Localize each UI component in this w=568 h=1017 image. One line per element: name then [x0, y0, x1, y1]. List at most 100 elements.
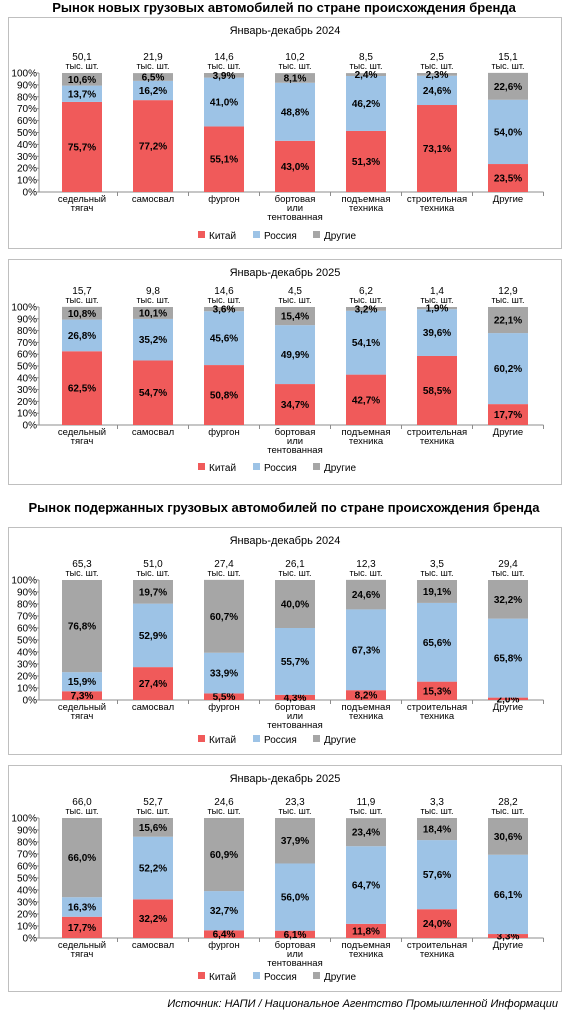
bar-segment	[275, 628, 315, 695]
data-label: 24,6%	[423, 86, 451, 97]
total-label: 4,5	[288, 286, 302, 297]
total-label: 50,1	[72, 52, 92, 63]
data-label: 42,7%	[352, 395, 380, 406]
category-label: бортовая	[275, 702, 316, 713]
bar-segment	[62, 897, 102, 917]
y-tick-label: 100%	[11, 814, 37, 825]
data-label: 75,7%	[68, 142, 96, 153]
bar-segment	[133, 318, 173, 361]
chart-title: Январь-декабрь 2024	[230, 25, 341, 37]
bar-segment	[417, 818, 457, 841]
data-label: 43,0%	[281, 162, 309, 173]
total-unit-label: тыс. шт.	[279, 61, 312, 71]
y-tick-label: 40%	[17, 140, 37, 151]
y-tick-label: 70%	[17, 104, 37, 115]
data-label: 60,9%	[210, 850, 238, 861]
bar-segment	[488, 307, 528, 334]
category-label: фургон	[208, 194, 239, 205]
data-label: 32,2%	[139, 914, 167, 925]
data-label: 41,0%	[210, 98, 238, 109]
data-label: 39,6%	[423, 328, 451, 339]
category-label: техника	[349, 203, 384, 214]
data-label: 66,1%	[494, 890, 522, 901]
data-label: 26,8%	[68, 331, 96, 342]
legend-label: Китай	[209, 463, 236, 474]
legend-swatch	[198, 972, 205, 979]
bar-segment	[488, 164, 528, 192]
total-unit-label: тыс. шт.	[137, 568, 170, 578]
bar-segment	[417, 681, 457, 700]
category-label: фургон	[208, 940, 239, 951]
category-label: фургон	[208, 427, 239, 438]
category-label: техника	[349, 436, 384, 447]
bar-segment	[417, 840, 457, 910]
total-label: 21,9	[143, 52, 163, 63]
total-unit-label: тыс. шт.	[208, 806, 241, 816]
y-tick-label: 100%	[11, 69, 37, 80]
bar-segment	[204, 307, 244, 312]
total-label: 26,1	[285, 559, 305, 570]
legend-swatch	[313, 463, 320, 470]
data-label: 3,3%	[497, 932, 520, 943]
y-tick-label: 20%	[17, 164, 37, 175]
data-label: 23,4%	[352, 828, 380, 839]
chart-title: Январь-декабрь 2024	[230, 535, 341, 547]
legend-swatch	[253, 231, 260, 238]
total-unit-label: тыс. шт.	[492, 295, 525, 305]
category-label: техника	[420, 949, 455, 960]
total-unit-label: тыс. шт.	[350, 295, 383, 305]
data-label: 24,6%	[352, 590, 380, 601]
total-label: 12,3	[356, 559, 376, 570]
data-label: 23,5%	[494, 174, 522, 185]
bar-segment	[417, 105, 457, 192]
category-label: подъемная	[342, 427, 391, 438]
category-label: самосвал	[132, 940, 174, 951]
data-label: 60,7%	[210, 612, 238, 623]
y-tick-label: 0%	[23, 188, 38, 199]
category-label: тентованная	[267, 958, 322, 969]
total-unit-label: тыс. шт.	[492, 568, 525, 578]
bar-segment	[204, 77, 244, 127]
bar-segment	[488, 404, 528, 425]
category-label: тягач	[71, 949, 94, 960]
category-label: строительная	[407, 427, 467, 438]
bar-segment	[62, 351, 102, 425]
y-tick-label: 40%	[17, 886, 37, 897]
data-label: 4,3%	[284, 693, 307, 704]
y-tick-label: 90%	[17, 588, 37, 599]
data-label: 1,9%	[426, 304, 449, 315]
data-label: 67,3%	[352, 645, 380, 656]
legend-label: Китай	[209, 972, 236, 983]
category-label: фургон	[208, 702, 239, 713]
data-label: 62,5%	[68, 384, 96, 395]
data-label: 15,9%	[68, 677, 96, 688]
bar-segment	[488, 854, 528, 935]
legend-swatch	[198, 463, 205, 470]
bar-segment	[204, 311, 244, 366]
bar-segment	[62, 85, 102, 102]
bar-segment	[133, 603, 173, 668]
data-label: 8,1%	[284, 73, 307, 84]
bar-segment	[133, 360, 173, 425]
y-tick-label: 50%	[17, 636, 37, 647]
bar-segment	[62, 101, 102, 192]
bar-segment	[488, 99, 528, 165]
total-unit-label: тыс. шт.	[279, 568, 312, 578]
bar-segment	[62, 691, 102, 700]
bar-segment	[275, 580, 315, 628]
category-label: тягач	[71, 203, 94, 214]
data-label: 6,5%	[142, 72, 165, 83]
bar-segment	[133, 818, 173, 837]
total-unit-label: тыс. шт.	[137, 295, 170, 305]
category-label: бортовая	[275, 940, 316, 951]
legend-label: Другие	[324, 463, 356, 474]
total-unit-label: тыс. шт.	[492, 61, 525, 71]
total-label: 66,0	[72, 797, 92, 808]
data-label: 50,8%	[210, 391, 238, 402]
bar-segment	[133, 580, 173, 604]
y-tick-label: 60%	[17, 862, 37, 873]
bar-segment	[346, 307, 386, 311]
stacked-bar-chart: Январь-декабрь 20240%10%20%30%40%50%60%7…	[11, 25, 544, 242]
bar-segment	[275, 73, 315, 83]
bar-segment	[204, 818, 244, 892]
